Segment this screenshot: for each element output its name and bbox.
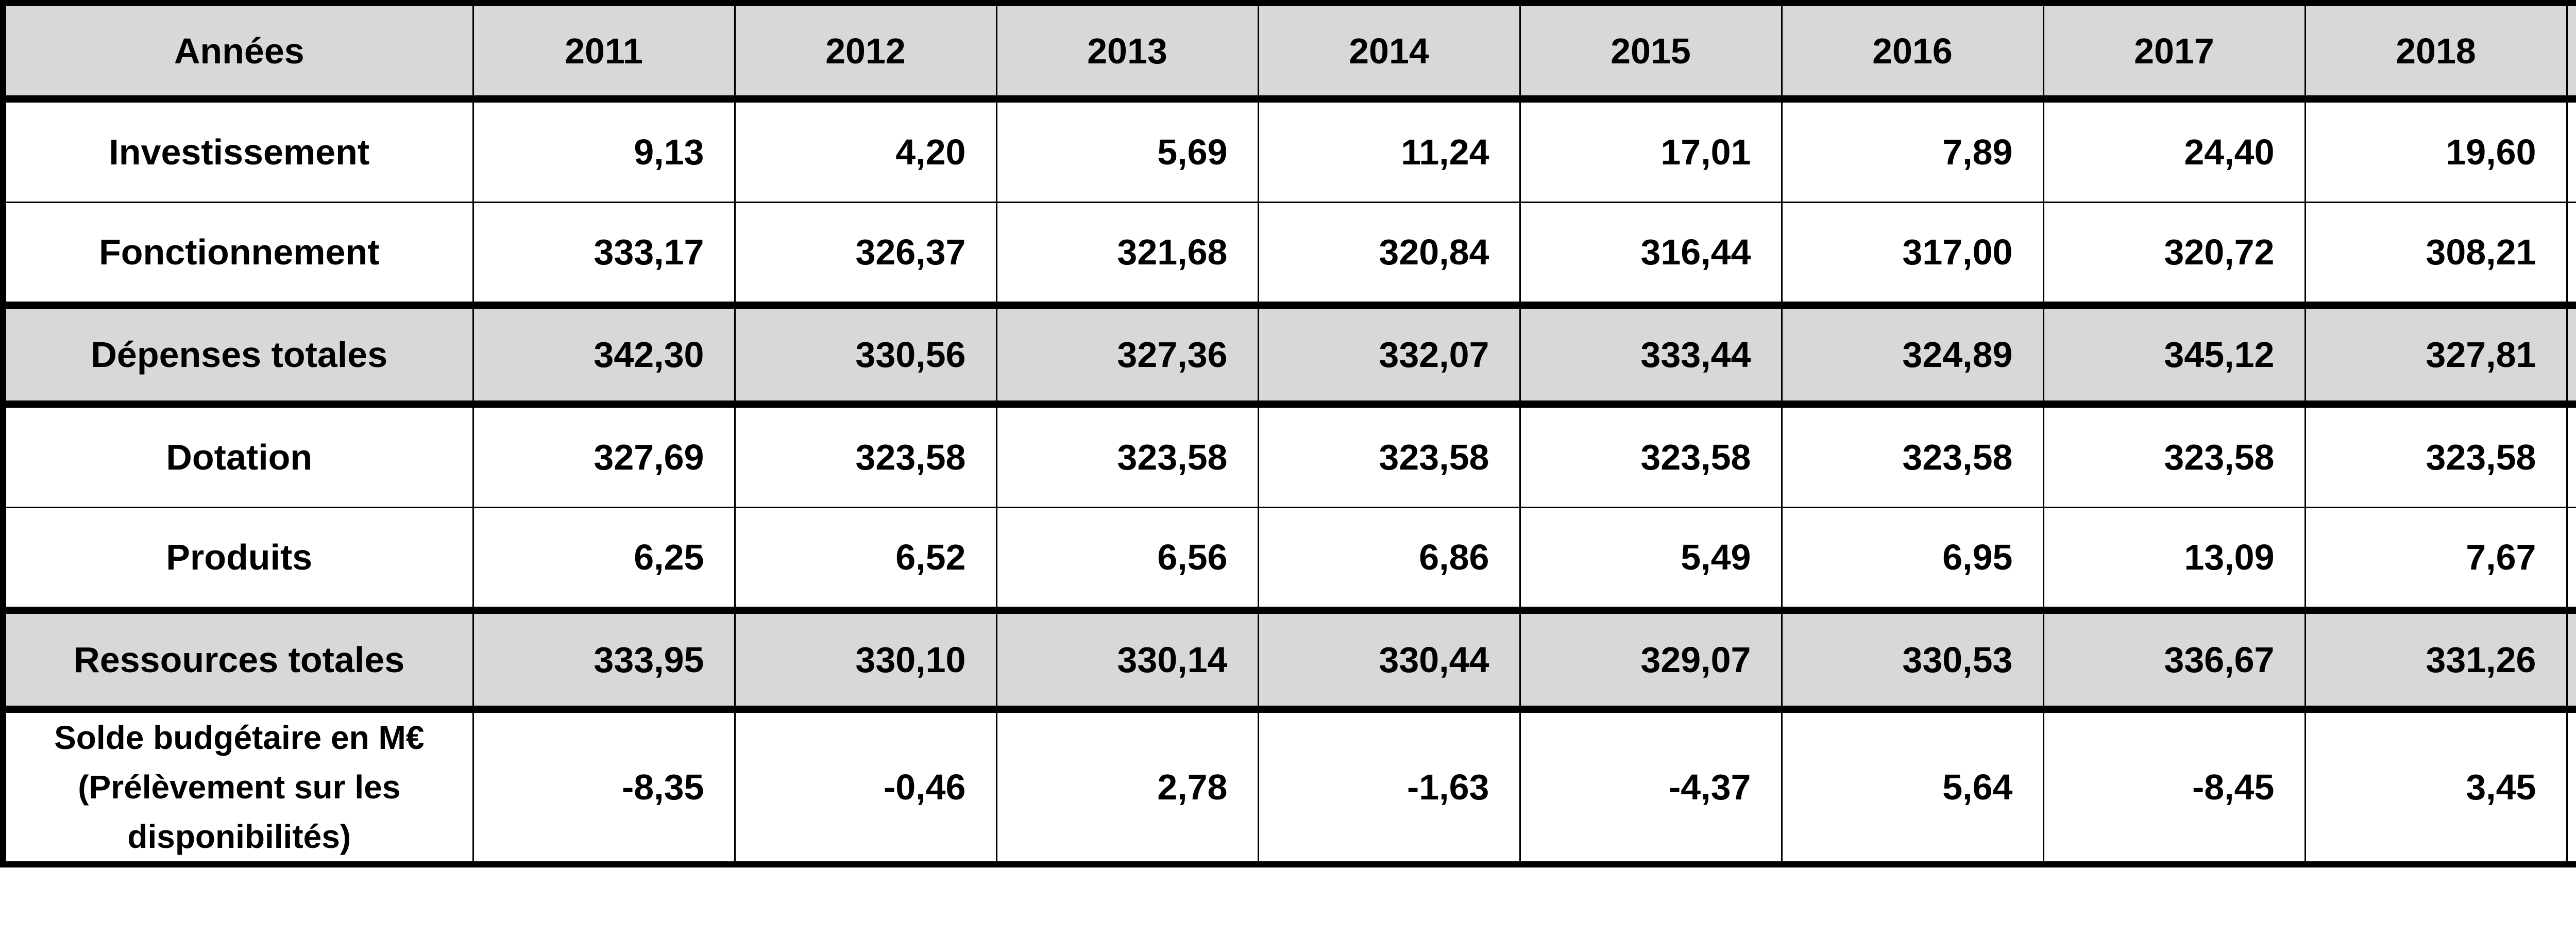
value-cell: 8,99: [2566, 506, 2576, 611]
row-label: Produits: [2, 506, 474, 611]
table-body: Investissement 9,13 4,20 5,69 11,24 17,01 7,89…: [2, 98, 2576, 865]
header-cell: 2015: [1519, 2, 1783, 103]
budget-table: Années2011201220132014201520162017201820…: [0, 0, 2576, 867]
value-cell: 24,40: [2042, 98, 2306, 203]
table-row: Dotation 327,69 323,58 323,58 323,58 323,58 32…: [2, 403, 2576, 508]
header-cell: 2014: [1257, 2, 1521, 103]
value-cell: 9,13: [472, 98, 736, 203]
value-cell: 320,84: [1257, 201, 1521, 306]
table-row: Dépenses totales 342,30 330,56 327,36 332,07…: [2, 302, 2576, 408]
value-cell: 6,95: [1781, 506, 2044, 611]
value-cell: 330,56: [734, 302, 997, 408]
value-cell: 5,64: [1781, 708, 2044, 865]
value-cell: 327,36: [995, 302, 1259, 408]
value-cell: 6,52: [734, 506, 997, 611]
value-cell: 330,10: [734, 607, 997, 713]
value-cell: 323,58: [734, 403, 997, 508]
value-cell: 323,58: [995, 403, 1259, 508]
value-cell: 2,78: [995, 708, 1259, 865]
value-cell: 323,58: [1519, 403, 1783, 508]
header-cell: 2012: [734, 2, 997, 103]
header-cell: 2016: [1781, 2, 2044, 103]
value-cell: 17,01: [1519, 98, 1783, 203]
value-cell: 323,58: [1257, 403, 1521, 508]
value-cell: 323,58: [2042, 403, 2306, 508]
value-cell: 6,86: [1257, 506, 1521, 611]
table-row: Produits 6,25 6,52 6,56 6,86 5,49 6,95 13,09 7,6…: [2, 506, 2576, 611]
value-cell: 323,58: [2566, 403, 2576, 508]
value-cell: 342,30: [472, 302, 736, 408]
value-cell: 13,09: [2042, 506, 2306, 611]
header-cell: 2011: [472, 2, 736, 103]
value-cell: 333,17: [472, 201, 736, 306]
value-cell: -8,45: [2042, 708, 2306, 865]
value-cell: 333,95: [472, 607, 736, 713]
value-cell: 5,49: [1519, 506, 1783, 611]
value-cell: 323,58: [2304, 403, 2568, 508]
value-cell: 19,60: [2304, 98, 2568, 203]
value-cell: -1,63: [1257, 708, 1521, 865]
value-cell: 330,53: [1781, 607, 2044, 713]
value-cell: 18,35: [2566, 98, 2576, 203]
value-cell: 336,67: [2042, 607, 2306, 713]
value-cell: -0,99: [2566, 708, 2576, 865]
value-cell: 321,68: [995, 201, 1259, 306]
value-cell: -0,46: [734, 708, 997, 865]
value-cell: 320,72: [2042, 201, 2306, 306]
table-row: Investissement 9,13 4,20 5,69 11,24 17,01 7,89…: [2, 98, 2576, 203]
value-cell: 7,67: [2304, 506, 2568, 611]
value-cell: 317,00: [1781, 201, 2044, 306]
row-label: Dépenses totales: [2, 302, 474, 408]
value-cell: 323,58: [1781, 403, 2044, 508]
value-cell: 333,44: [1519, 302, 1783, 408]
value-cell: 316,44: [1519, 201, 1783, 306]
value-cell: 11,24: [1257, 98, 1521, 203]
table-row: Solde budgétaire en M€ (Prélèvement sur …: [2, 708, 2576, 865]
header-cell-label: Années: [2, 2, 474, 103]
row-label: Fonctionnement: [2, 201, 474, 306]
value-cell: 330,14: [995, 607, 1259, 713]
value-cell: 345,12: [2042, 302, 2306, 408]
table-header-row: Années2011201220132014201520162017201820…: [2, 2, 2576, 103]
header-cell: 2017: [2042, 2, 2306, 103]
table-row: Fonctionnement 333,17 326,37 321,68 320,84 31…: [2, 201, 2576, 306]
value-cell: 7,89: [1781, 98, 2044, 203]
value-cell: 6,25: [472, 506, 736, 611]
value-cell: 333,57: [2566, 302, 2576, 408]
value-cell: 332,07: [1257, 302, 1521, 408]
value-cell: 6,56: [995, 506, 1259, 611]
value-cell: 331,26: [2304, 607, 2568, 713]
header-cell: 2018: [2304, 2, 2568, 103]
header-cell: 2013: [995, 2, 1259, 103]
value-cell: 326,37: [734, 201, 997, 306]
value-cell: 327,69: [472, 403, 736, 508]
value-cell: 329,07: [1519, 607, 1783, 713]
row-label: Investissement: [2, 98, 474, 203]
row-label: Dotation: [2, 403, 474, 508]
header-cell: 2019: [2566, 2, 2576, 103]
unit-footnote: en M€: [0, 876, 2576, 915]
value-cell: 330,44: [1257, 607, 1521, 713]
row-label: Solde budgétaire en M€ (Prélèvement sur …: [2, 708, 474, 865]
value-cell: -4,37: [1519, 708, 1783, 865]
value-cell: 327,81: [2304, 302, 2568, 408]
value-cell: 308,21: [2304, 201, 2568, 306]
value-cell: 324,89: [1781, 302, 2044, 408]
value-cell: 4,20: [734, 98, 997, 203]
value-cell: -8,35: [472, 708, 736, 865]
table-row: Ressources totales 333,95 330,10 330,14 330,…: [2, 607, 2576, 713]
value-cell: 332,58: [2566, 607, 2576, 713]
value-cell: 5,69: [995, 98, 1259, 203]
value-cell: 3,45: [2304, 708, 2568, 865]
row-label: Ressources totales: [2, 607, 474, 713]
value-cell: 315,22: [2566, 201, 2576, 306]
